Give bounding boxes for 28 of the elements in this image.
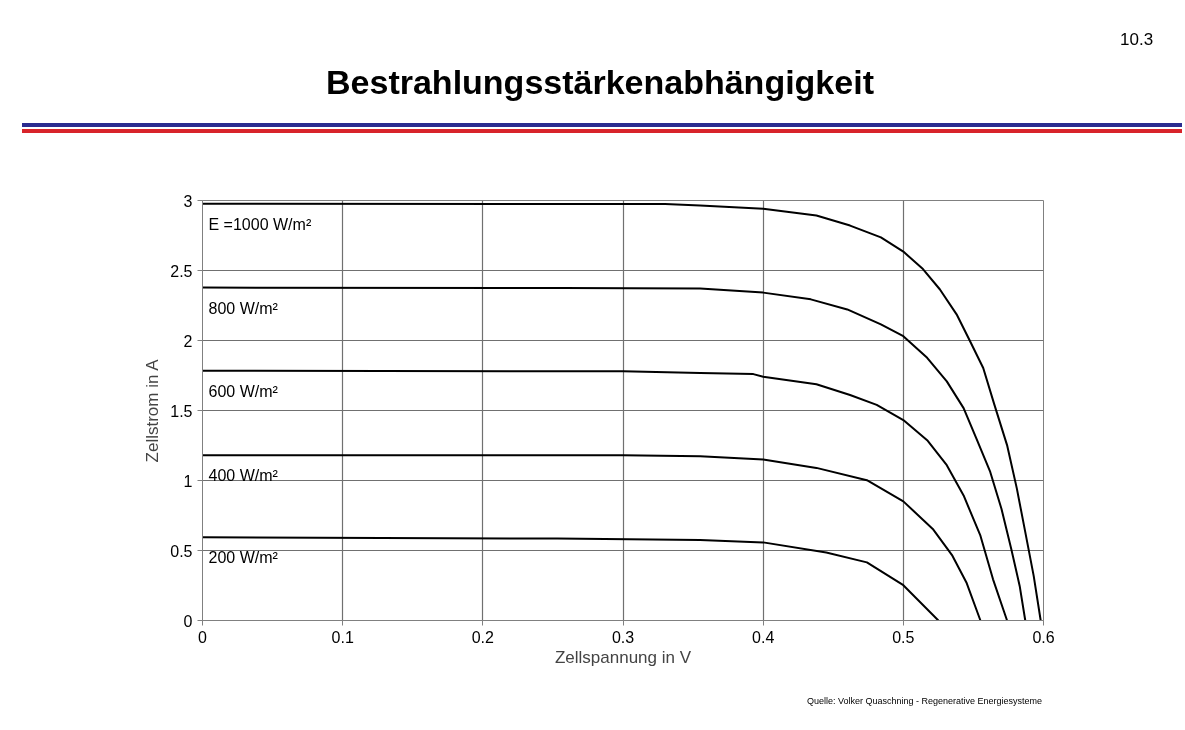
y-tick-label: 0 — [183, 612, 193, 630]
x-tick-label: 0.3 — [611, 628, 635, 646]
y-tick-label: 1 — [183, 472, 193, 490]
x-tick-label: 0.1 — [331, 628, 354, 646]
y-tick-label: 2 — [183, 332, 193, 350]
annotation: 400 W/m² — [208, 467, 279, 485]
annotation: 200 W/m² — [208, 549, 279, 567]
line-series — [202, 286, 1027, 621]
y-tick-label: 1.5 — [170, 402, 193, 420]
chart-title: Bestrahlungsstärkenabhängigkeit — [325, 62, 875, 103]
annotation: E =1000 W/m² — [208, 215, 312, 233]
line-series — [202, 536, 940, 621]
x-tick-label: 0.4 — [752, 628, 775, 646]
x-tick-label: 0 — [198, 628, 208, 646]
annotation: 600 W/m² — [208, 382, 279, 400]
line-series — [202, 369, 1009, 621]
x-tick-label: 0.5 — [892, 628, 915, 646]
y-tick-label: 0.5 — [170, 542, 193, 560]
y-tick-label: 2.5 — [170, 262, 193, 280]
y-axis-title: Zellstrom in A — [143, 358, 163, 463]
line-series — [202, 454, 982, 621]
annotation: 800 W/m² — [208, 299, 279, 317]
x-tick-label: 0.2 — [471, 628, 495, 646]
y-tick-label: 3 — [183, 192, 193, 210]
text: 10.3 — [1120, 29, 1154, 51]
x-axis-title: Zellspannung in V — [554, 647, 692, 667]
x-tick-label: 0.6 — [1032, 628, 1055, 646]
source-note: Quelle: Volker Quaschning - Regenerative Energiesysteme — [806, 695, 1042, 708]
